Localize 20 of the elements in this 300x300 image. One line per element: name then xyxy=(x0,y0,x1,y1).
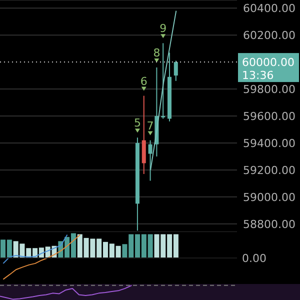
annotation: 8 xyxy=(153,46,160,60)
y-tick-label: 59600.00 xyxy=(243,110,296,123)
candlestick xyxy=(148,140,152,182)
y-tick-label: 59000.00 xyxy=(243,190,296,204)
candlestick xyxy=(174,60,178,82)
annotation: 9 xyxy=(160,22,167,36)
candlestick xyxy=(161,42,166,120)
y-tick-label: 59400.00 xyxy=(243,136,296,150)
annotation: 7 xyxy=(146,119,154,132)
candlestick xyxy=(142,95,146,174)
ref-line-label: 60000.00 xyxy=(242,56,294,70)
y-tick-label: 58800.00 xyxy=(243,218,296,231)
y-tick-label: 60200.00 xyxy=(243,28,296,42)
ref-line-label: 0.00 xyxy=(242,252,266,265)
y-tick-label: 59800.00 xyxy=(243,82,296,96)
y-tick-label: 60400.00 xyxy=(243,2,296,15)
annotation: 6 xyxy=(140,74,148,88)
y-tick-label: 59200.00 xyxy=(243,164,296,177)
annotation: 5 xyxy=(134,116,141,130)
text: 13:36 xyxy=(242,69,274,82)
